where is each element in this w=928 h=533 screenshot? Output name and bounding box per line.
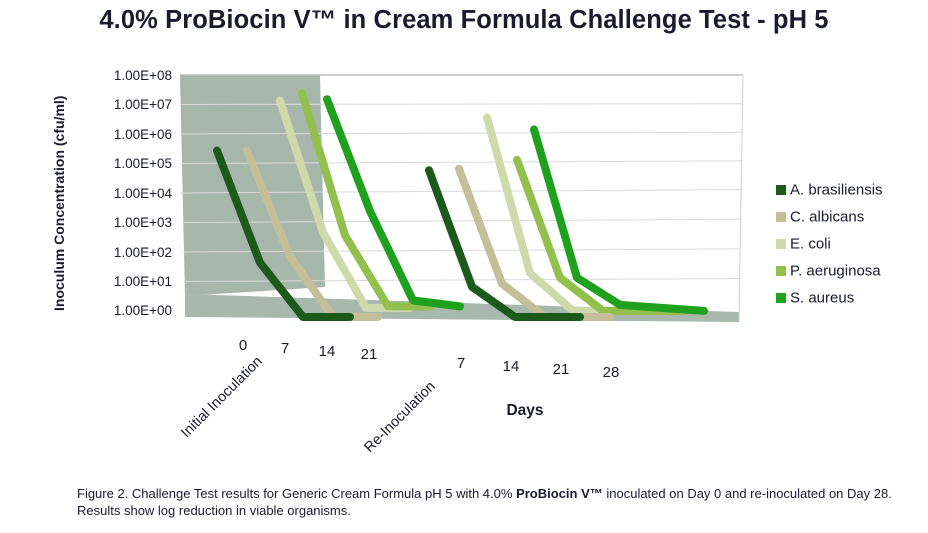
svg-text:14: 14	[319, 343, 336, 360]
svg-text:1.00E+04: 1.00E+04	[114, 186, 173, 201]
svg-text:28: 28	[603, 364, 620, 381]
svg-text:21: 21	[361, 346, 378, 363]
svg-text:1.00E+01: 1.00E+01	[114, 274, 172, 289]
svg-text:P. aeruginosa: P. aeruginosa	[790, 263, 881, 280]
svg-text:Days: Days	[506, 402, 543, 419]
svg-text:1.00E+06: 1.00E+06	[114, 127, 172, 142]
svg-text:1.00E+07: 1.00E+07	[114, 97, 172, 112]
svg-text:1.00E+03: 1.00E+03	[114, 215, 172, 230]
svg-text:A. brasiliensis: A. brasiliensis	[790, 182, 883, 199]
svg-text:21: 21	[553, 361, 570, 378]
svg-text:S. aureus: S. aureus	[790, 290, 854, 307]
svg-text:14: 14	[503, 358, 520, 375]
svg-text:1.00E+05: 1.00E+05	[114, 156, 172, 171]
svg-text:E. coli: E. coli	[790, 236, 831, 253]
svg-text:0: 0	[239, 337, 247, 354]
svg-text:C. albicans: C. albicans	[790, 209, 864, 226]
svg-text:1.00E+02: 1.00E+02	[114, 245, 172, 260]
svg-text:1.00E+08: 1.00E+08	[114, 68, 172, 83]
svg-text:Initial Inoculation: Initial Inoculation	[178, 354, 266, 442]
svg-text:Re-Inoculation: Re-Inoculation	[361, 379, 438, 456]
svg-text:1.00E+00: 1.00E+00	[114, 303, 172, 318]
svg-text:7: 7	[281, 340, 289, 357]
svg-text:Inoculum Concentration (cfu/ml: Inoculum Concentration (cfu/ml)	[51, 96, 67, 311]
svg-text:7: 7	[457, 355, 465, 372]
